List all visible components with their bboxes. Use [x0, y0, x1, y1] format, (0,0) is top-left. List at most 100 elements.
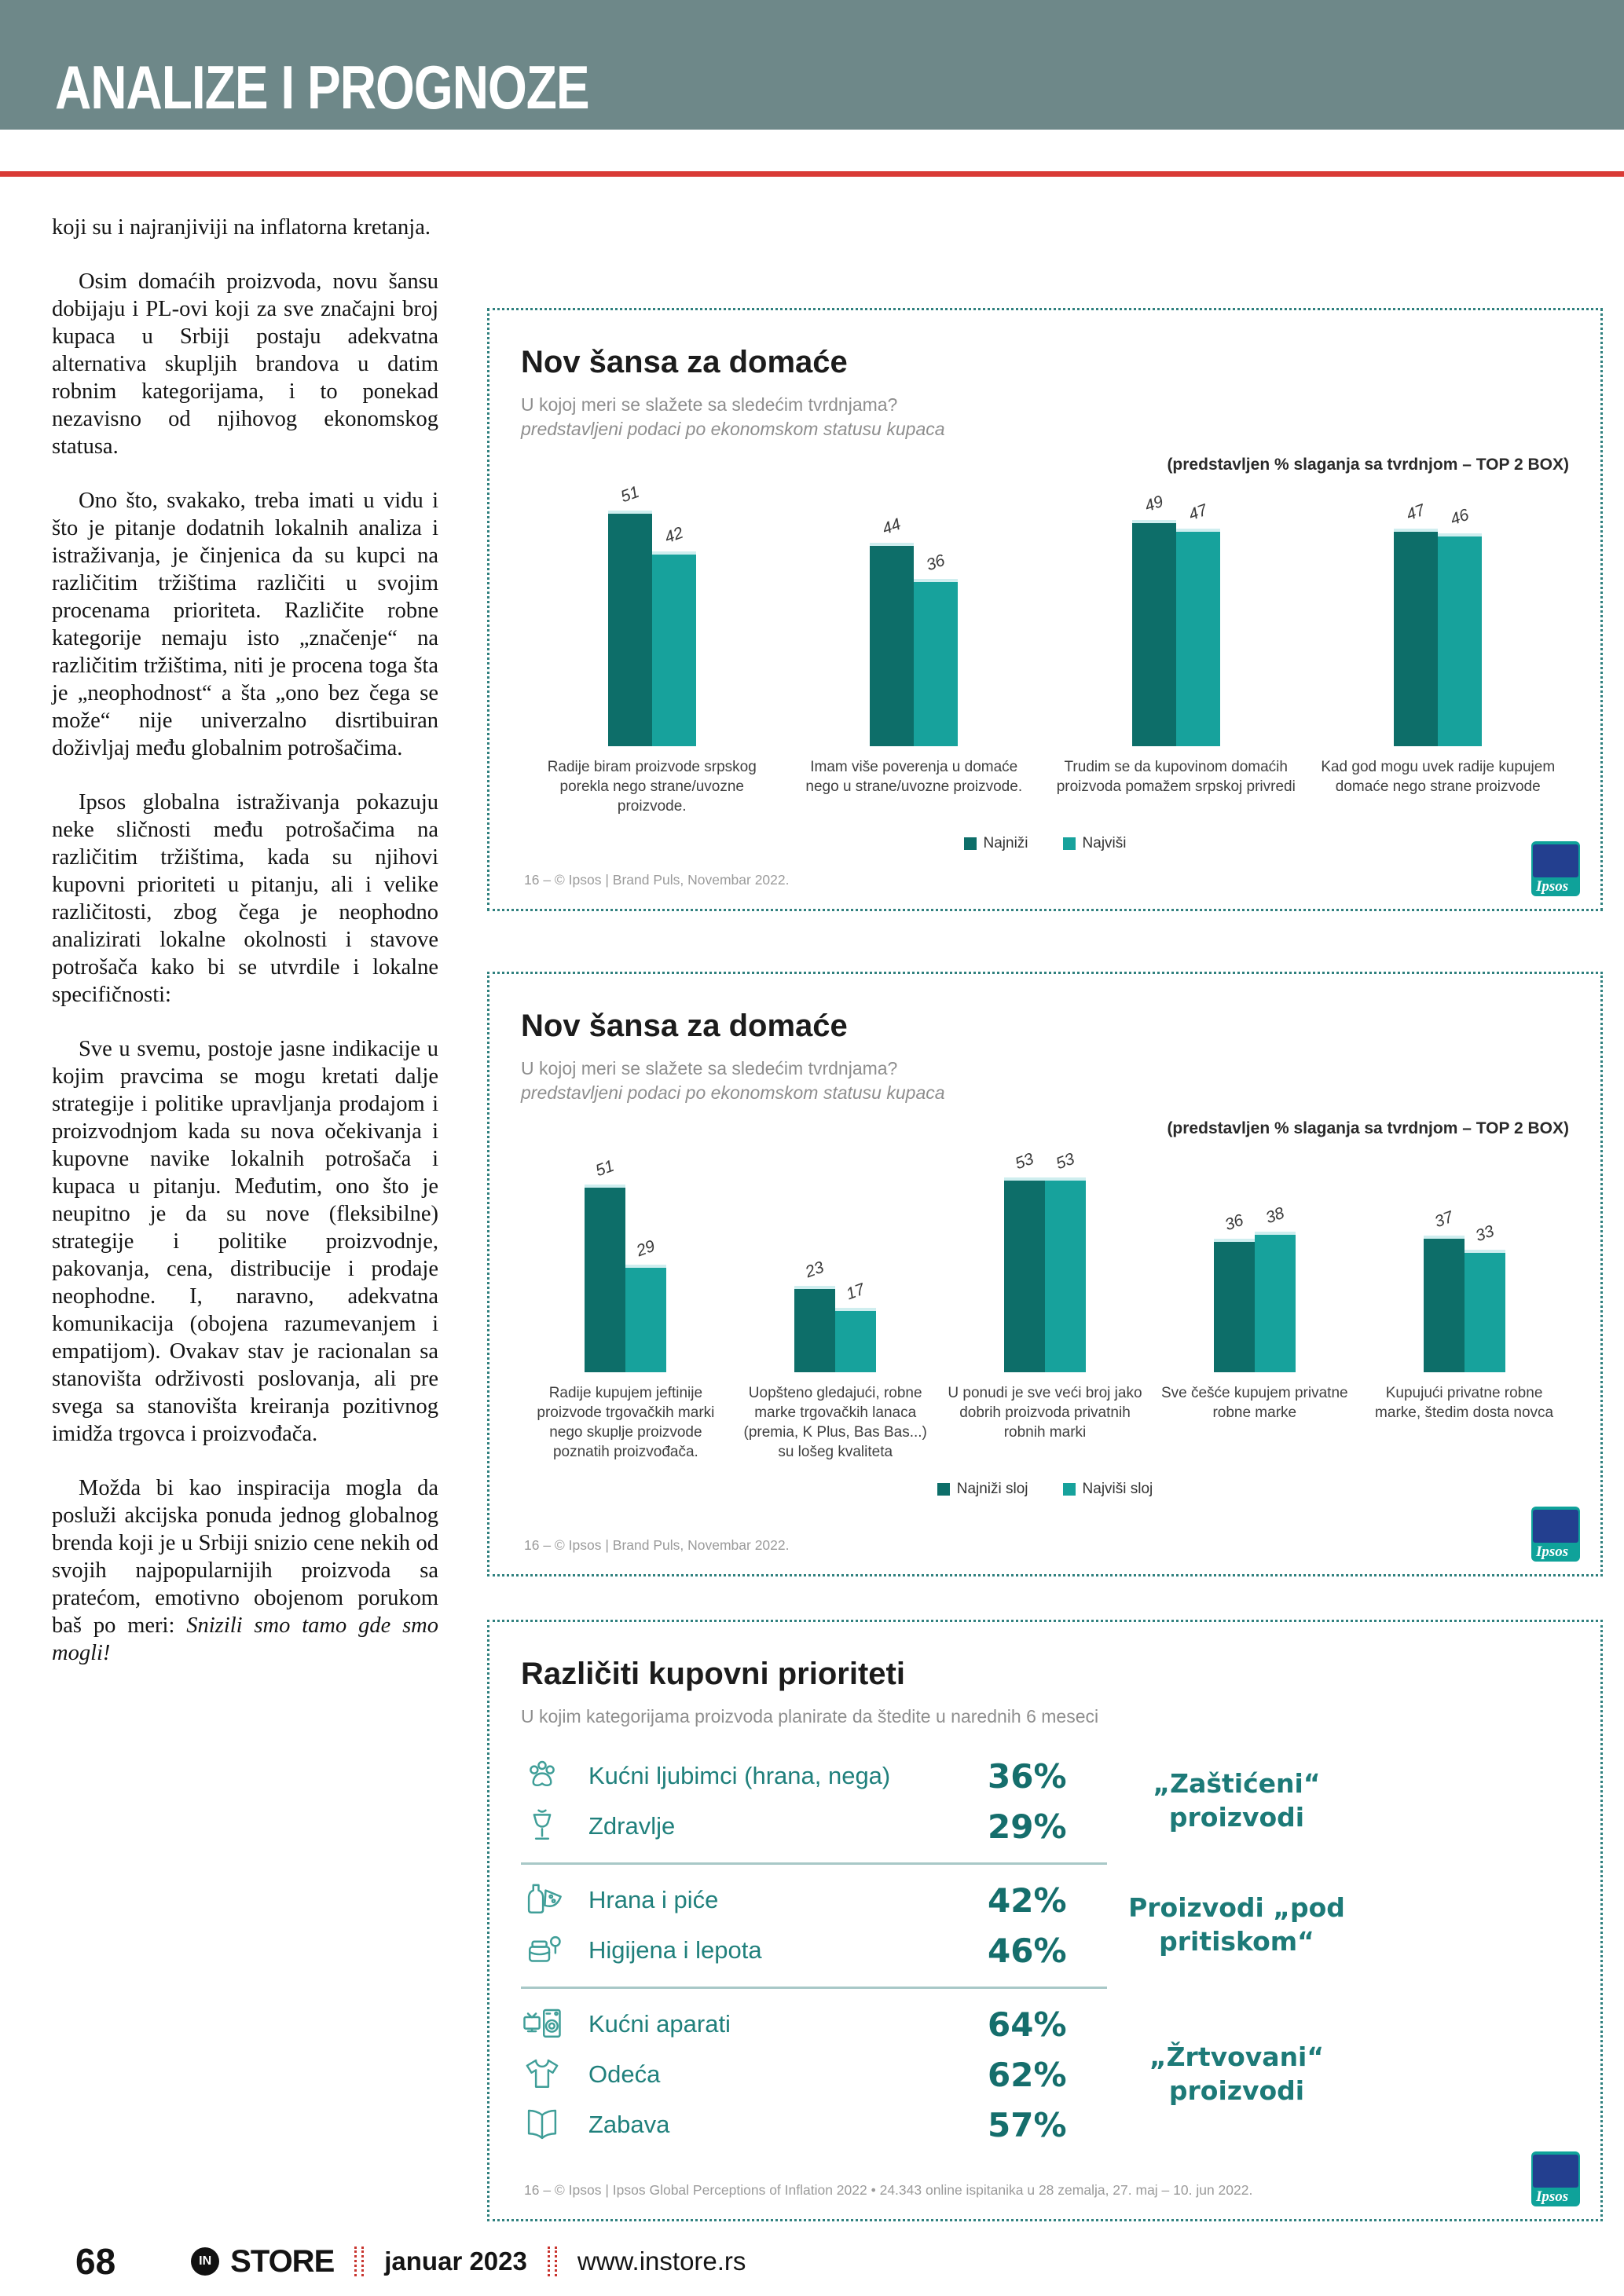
bar-value-label: 36	[924, 551, 948, 575]
article-paragraph-text: Možda bi kao inspiracija mogla da posluž…	[52, 1476, 438, 1638]
bar-group: 23 17	[794, 1258, 877, 1372]
chart3-title: Različiti kupovni prioriteti	[521, 1657, 905, 1691]
bar-value-label: 37	[1432, 1207, 1456, 1232]
category-percentage: 29%	[988, 1807, 1067, 1846]
article-paragraph: Ipsos globalna istraživanja pokazuju nek…	[52, 790, 438, 1007]
ipsos-logo-square	[1533, 1509, 1578, 1543]
bar-light: 53	[1044, 1150, 1086, 1372]
category-label: Imam više poverenja u domaće nego u stra…	[805, 759, 1023, 796]
bar-value-label: 49	[1142, 492, 1166, 516]
chart1-plot: 51 42 44 36 49 47 47 46	[521, 483, 1569, 746]
bar-dark: 37	[1423, 1208, 1465, 1372]
chart1-title: Nov šansa za domaće	[521, 345, 848, 379]
bar-group: 47 46	[1394, 501, 1483, 746]
bar-value-label: 33	[1472, 1221, 1497, 1246]
footer-divider	[354, 2247, 365, 2276]
pet-icon	[521, 1755, 588, 1797]
bar-value-label: 53	[1053, 1149, 1077, 1174]
issue-date: januar 2023	[384, 2247, 527, 2276]
category-label: Sve češće kupujem privatne robne marke	[1160, 1385, 1348, 1422]
legend-label: Najviši sloj	[1082, 1481, 1153, 1498]
chart1-source-note: 16 – © Ipsos | Brand Puls, Novembar 2022…	[524, 872, 790, 888]
group-divider	[521, 1862, 1107, 1865]
legend-item: Najviši	[1062, 835, 1127, 852]
category-label: Kućni ljubimci (hrana, nega)	[588, 1762, 891, 1789]
page-number: 68	[75, 2241, 116, 2282]
category-percentage: 36%	[988, 1756, 1067, 1796]
group-label-line: „Žrtvovani“	[1149, 2041, 1325, 2073]
legend-item: Najniži	[963, 835, 1028, 852]
chart1-legend: Najniži Najviši	[521, 835, 1569, 852]
legend-item: Najniži sloj	[937, 1481, 1028, 1498]
category-label: Radije biram proizvode srpskog porekla n…	[547, 759, 757, 815]
legend-label: Najviši	[1082, 835, 1127, 852]
bar-dark: 49	[1131, 493, 1176, 746]
legend-swatch	[937, 1483, 950, 1496]
magazine-brand: IN STORE januar 2023 www.instore.rs	[191, 2244, 746, 2280]
ipsos-logo: Ipsos	[1531, 841, 1580, 896]
ipsos-logo-text: Ipsos	[1536, 1543, 1569, 1560]
bar-dark: 53	[1003, 1150, 1045, 1372]
bar-dark: 36	[1213, 1211, 1255, 1372]
chart2-subtitle-italic: predstavljeni podaci po ekonomskom statu…	[521, 1082, 945, 1103]
group-label: „Žrtvovani“ proizvodi	[1107, 2041, 1366, 2108]
ipsos-logo-text: Ipsos	[1536, 878, 1569, 895]
ipsos-logo-square	[1533, 844, 1578, 877]
bar-group: 49 47	[1131, 493, 1220, 746]
group-label: Proizvodi „pod pritiskom“	[1107, 1891, 1366, 1959]
legend-swatch	[963, 837, 977, 851]
store-logo-text: STORE	[230, 2243, 335, 2279]
food-drink-icon	[521, 1879, 588, 1921]
category-label: Kupujući privatne robne marke, štedim do…	[1375, 1385, 1554, 1422]
bar-light: 17	[835, 1280, 877, 1372]
in-logo-icon: IN	[191, 2247, 220, 2276]
bar-value-label: 36	[1222, 1210, 1246, 1235]
entertainment-icon	[521, 2104, 588, 2146]
ipsos-logo-text: Ipsos	[1536, 2188, 1569, 2205]
bar-light: 36	[914, 551, 959, 746]
chart3-subtitle: U kojim kategorijama proizvoda planirate…	[521, 1706, 1099, 1727]
bar-dark: 51	[607, 483, 652, 746]
page-title: ANALIZE I PROGNOZE	[55, 53, 590, 122]
bar-value-label: 46	[1448, 505, 1472, 529]
bar-value-label: 38	[1263, 1203, 1287, 1228]
chart1-category-labels: Radije biram proizvode srpskog porekla n…	[521, 757, 1569, 816]
article-paragraph: Ono što, svakako, treba imati u vidu i š…	[52, 489, 438, 760]
appliances-icon	[521, 2003, 588, 2045]
legend-item: Najviši sloj	[1062, 1481, 1153, 1498]
chart2-category-labels: Radije kupujem jeftinije proizvode trgov…	[521, 1383, 1569, 1462]
bar-light: 46	[1438, 506, 1483, 746]
group-label-line: Proizvodi „pod	[1128, 1892, 1345, 1924]
group-divider	[521, 1986, 1107, 1989]
bar-value-label: 29	[634, 1236, 658, 1261]
article-paragraph: Osim domaćih proizvoda, novu šansu dobij…	[52, 269, 438, 459]
chart3-table: Kućni ljubimci (hrana, nega) 36% Zdravlje 2…	[521, 1751, 1569, 2150]
article-column: koji su i najranjiviji na inflatorna kre…	[52, 214, 438, 1667]
bar-dark: 47	[1394, 501, 1439, 746]
category-label: Kućni aparati	[588, 2010, 731, 2038]
category-label: Higijena i lepota	[588, 1936, 762, 1964]
category-label: Trudim se da kupovinom domaćih proizvoda…	[1056, 759, 1296, 796]
category-percentage: 62%	[988, 2055, 1067, 2094]
group-label: „Zaštićeni“ proizvodi	[1107, 1767, 1366, 1835]
category-percentage: 42%	[988, 1880, 1067, 1920]
bar-group: 37 33	[1423, 1208, 1505, 1372]
group-label-line: „Zaštićeni“	[1153, 1768, 1321, 1800]
chart1-top2box-note: (predstavljen % slaganja sa tvrdnjom – T…	[1167, 456, 1569, 474]
bar-group: 44 36	[870, 515, 959, 746]
page-footer: 68 IN STORE januar 2023 www.instore.rs	[75, 2240, 746, 2283]
article-closing-italic: Snizili smo tamo gde smo mogli!	[52, 1613, 439, 1665]
website-link[interactable]: www.instore.rs	[577, 2247, 746, 2276]
category-label: Radije kupujem jeftinije proizvode trgov…	[537, 1385, 715, 1461]
category-label: Odeća	[588, 2060, 661, 2088]
ipsos-logo-square	[1533, 2154, 1578, 2188]
chart2-subtitle: U kojoj meri se slažete sa sledećim tvrd…	[521, 1058, 898, 1078]
article-paragraph: koji su i najranjiviji na inflatorna kre…	[52, 215, 431, 240]
bar-value-label: 51	[593, 1156, 618, 1181]
chart-box-3: Različiti kupovni prioriteti U kojim kat…	[487, 1620, 1603, 2221]
header-red-rule	[0, 171, 1624, 177]
health-icon	[521, 1805, 588, 1847]
bar-value-label: 42	[662, 523, 686, 547]
ipsos-logo: Ipsos	[1531, 1507, 1580, 1562]
bar-value-label: 47	[1404, 500, 1428, 525]
